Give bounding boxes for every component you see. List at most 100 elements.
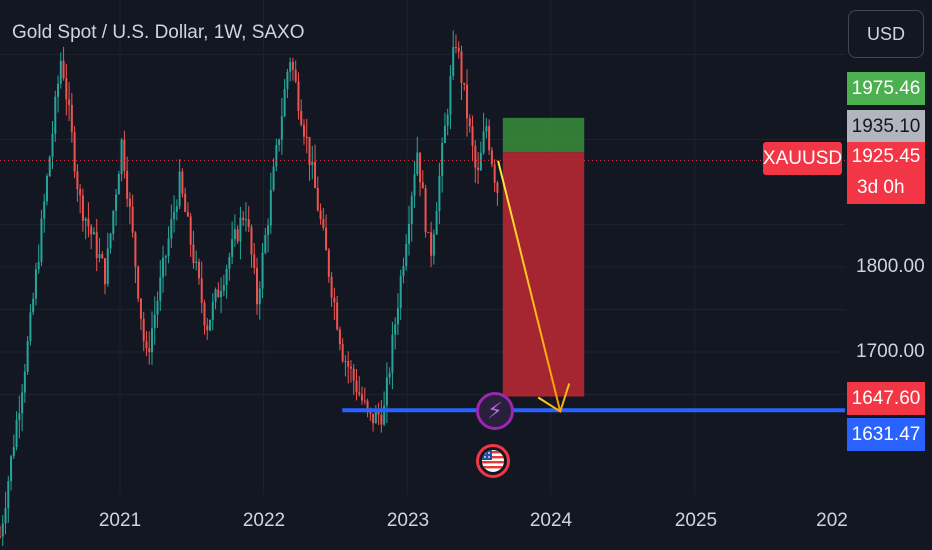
candle-body: [228, 256, 231, 269]
candle-body: [170, 219, 173, 239]
candle-body: [109, 233, 112, 249]
forecast-arrow: [497, 160, 562, 412]
candle-body: [43, 201, 46, 219]
candle-body: [197, 261, 200, 279]
candle-body: [233, 229, 236, 240]
candle-body: [466, 84, 469, 119]
candle-body: [452, 46, 455, 76]
candle-body: [294, 69, 297, 82]
candle-body: [159, 277, 162, 301]
us-flag-icon[interactable]: [476, 444, 510, 478]
candle-body: [10, 456, 13, 482]
candle-body: [1, 523, 4, 537]
candle-body: [474, 145, 477, 168]
candle-body: [26, 341, 29, 372]
candle-body: [87, 218, 90, 227]
candle-body: [84, 218, 87, 221]
candle-body: [231, 239, 234, 257]
candle-body: [48, 156, 51, 177]
candle-body: [399, 276, 402, 309]
candle-body: [308, 136, 311, 166]
candle-body: [211, 301, 214, 320]
candle-body: [454, 46, 457, 48]
candle-body: [59, 60, 62, 84]
candle-body: [73, 132, 76, 172]
candle-body: [316, 188, 319, 211]
candle-body: [128, 198, 131, 207]
candle-body: [432, 234, 435, 256]
candle-body: [402, 265, 405, 277]
candle-body: [167, 238, 170, 257]
candle-body: [305, 136, 308, 138]
candle-body: [479, 152, 482, 171]
candle-body: [413, 174, 416, 197]
candle-body: [239, 217, 242, 242]
candle-body: [175, 206, 178, 212]
candle-body: [336, 302, 339, 330]
candle-body: [297, 81, 300, 112]
candle-body: [327, 250, 330, 277]
candle-body: [344, 360, 347, 362]
candle-body: [200, 278, 203, 303]
candle-body: [51, 133, 54, 157]
candle-body: [156, 300, 159, 315]
candle-body: [460, 51, 463, 83]
lightning-icon[interactable]: ⚡: [476, 392, 514, 430]
candle-body: [4, 508, 7, 524]
candle-body: [247, 219, 250, 227]
candle-body: [173, 211, 176, 220]
candle-body: [380, 414, 383, 425]
candle-body: [256, 268, 259, 305]
candle-body: [206, 325, 209, 331]
forecast-arrowhead: [537, 383, 571, 414]
candle-body: [62, 60, 65, 79]
candle-body: [421, 182, 424, 189]
candle-body: [261, 252, 264, 289]
candle-body: [23, 371, 26, 393]
candle-body: [139, 298, 142, 319]
candle-body: [463, 82, 466, 85]
candle-body: [217, 289, 220, 298]
candle-body: [101, 254, 104, 259]
candle-body: [253, 254, 256, 269]
us-flag-graphic: [482, 450, 504, 472]
chart-overlays: [0, 117, 845, 414]
candle-body: [446, 114, 449, 126]
candle-body: [430, 232, 433, 256]
candle-body: [443, 125, 446, 143]
candle-body: [275, 145, 278, 167]
target-price-tag: 1975.46: [847, 72, 925, 105]
candle-body: [388, 372, 391, 378]
currency-button[interactable]: USD: [848, 10, 924, 58]
candle-body: [76, 171, 79, 190]
y-tick-label: 1700.00: [856, 341, 925, 362]
candle-body: [12, 447, 15, 457]
candle-body: [79, 189, 82, 196]
candle-body: [441, 142, 444, 177]
x-tick-label: 202: [816, 510, 848, 531]
candle-body: [322, 219, 325, 228]
candle-body: [236, 229, 239, 242]
candle-body: [178, 171, 181, 207]
candle-body: [283, 89, 286, 117]
candle-body: [377, 411, 380, 415]
candle-body: [225, 268, 228, 285]
candle-body: [347, 360, 350, 367]
candle-body: [258, 288, 261, 305]
symbol-tag: XAUUSD: [763, 142, 842, 175]
chart-grid: [0, 0, 845, 495]
candle-body: [372, 413, 375, 424]
candle-body: [449, 75, 452, 115]
candle-body: [358, 392, 361, 395]
candle-body: [482, 131, 485, 153]
candle-body: [278, 139, 281, 146]
candle-body: [272, 166, 275, 190]
candle-body: [407, 223, 410, 244]
chart-title: Gold Spot / U.S. Dollar, 1W, SAXO: [12, 22, 305, 43]
candlestick-series: [0, 30, 499, 547]
candle-body: [54, 96, 57, 134]
candle-body: [32, 298, 35, 313]
candle-body: [333, 297, 336, 303]
candle-body: [186, 211, 189, 217]
